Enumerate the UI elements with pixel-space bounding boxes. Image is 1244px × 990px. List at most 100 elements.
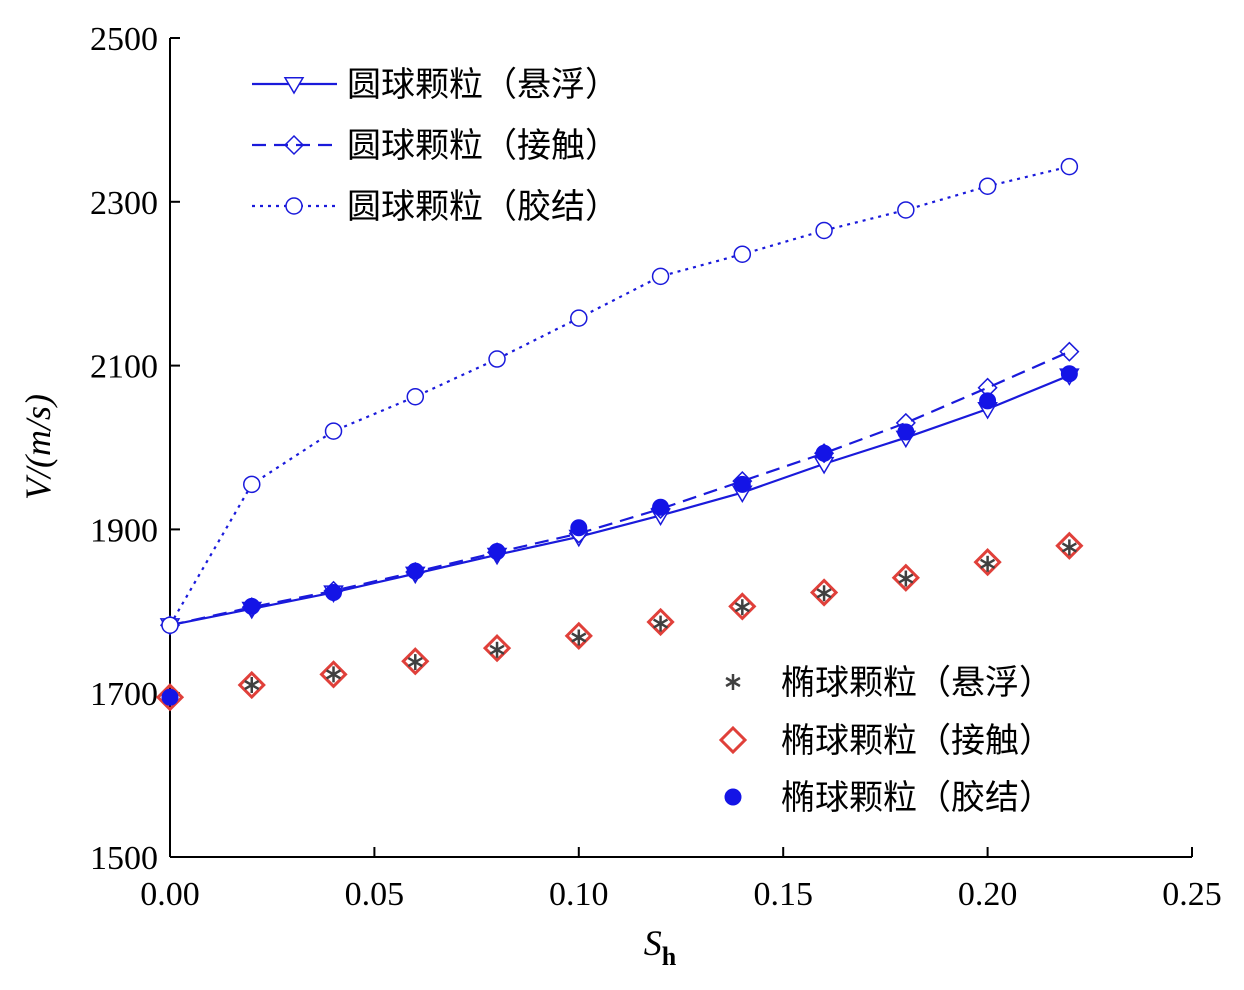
data-point	[482, 634, 512, 663]
data-point	[651, 267, 670, 286]
data-point	[244, 677, 260, 694]
x-tick-label: 0.05	[345, 876, 405, 913]
data-point	[897, 201, 915, 219]
y-axis-title-var: V	[18, 474, 58, 500]
y-tick-label: 1700	[90, 676, 158, 713]
data-point	[243, 597, 261, 615]
data-point	[1059, 341, 1080, 362]
x-axis-title-subscript: h	[662, 942, 677, 971]
data-point	[815, 444, 833, 462]
y-tick-label: 2100	[90, 349, 158, 386]
data-point	[653, 615, 669, 632]
x-tick-label: 0.00	[140, 876, 200, 913]
data-point	[733, 475, 751, 493]
legend-entry: 圆球颗粒（胶结）	[252, 187, 619, 227]
x-axis-title: Sh	[644, 923, 677, 971]
legend-marker	[725, 674, 741, 690]
data-point	[161, 688, 179, 706]
legend-marker	[724, 788, 742, 806]
legend-marker	[283, 76, 305, 95]
data-point	[978, 177, 997, 195]
legend-marker	[285, 197, 303, 215]
data-point	[979, 392, 997, 410]
data-point	[809, 578, 839, 607]
x-tick-label: 0.10	[549, 876, 609, 913]
asterisk-stroke	[325, 669, 342, 680]
axes: 0.00 0.05 0.10 0.15 0.20 0.25 1500 1700 1900 210…	[90, 21, 1222, 913]
series-3	[161, 157, 1079, 634]
data-point	[325, 666, 342, 683]
series-line	[169, 374, 1070, 627]
data-point	[898, 570, 914, 587]
data-point	[488, 350, 506, 368]
x-ticks: 0.00 0.05 0.10 0.15 0.20 0.25	[140, 847, 1222, 913]
asterisk-stroke	[1061, 542, 1077, 553]
legend-entry: 椭球颗粒（胶结）	[724, 778, 1053, 818]
legend-label: 圆球颗粒（胶结）	[347, 187, 619, 227]
data-point	[237, 670, 266, 700]
data-point	[407, 654, 423, 671]
data-point	[155, 683, 185, 712]
data-point	[980, 555, 996, 572]
data-point	[571, 629, 587, 646]
data-point	[488, 543, 506, 561]
y-tick-label: 2300	[90, 185, 158, 222]
data-point	[1061, 539, 1077, 556]
data-point	[325, 583, 343, 601]
asterisk-stroke	[980, 558, 996, 569]
x-tick-label: 0.20	[958, 876, 1018, 913]
legend-entry: 椭球颗粒（悬浮）	[725, 663, 1053, 703]
asterisk-stroke	[489, 644, 505, 655]
x-axis-title-main: S	[644, 923, 662, 963]
series-line	[169, 350, 1070, 627]
legend-label: 椭球颗粒（接触）	[781, 721, 1053, 761]
series-5	[155, 531, 1084, 712]
asterisk-stroke	[571, 632, 587, 643]
asterisk-stroke	[653, 618, 669, 629]
y-axis-title: V/(m/s)	[18, 394, 58, 500]
data-point	[570, 309, 588, 327]
data-point	[897, 423, 915, 441]
data-point	[1060, 365, 1078, 383]
y-tick-label: 2500	[90, 21, 158, 58]
data-point	[973, 548, 1002, 577]
series-4	[162, 539, 1077, 706]
data-point	[489, 641, 505, 658]
asterisk-stroke	[816, 588, 832, 599]
legend-marker	[283, 134, 305, 156]
legend-label: 圆球颗粒（悬浮）	[347, 65, 619, 105]
asterisk-stroke	[725, 676, 741, 688]
y-ticks: 1500 1700 1900 2100 2300 2500	[90, 21, 180, 877]
data-point	[734, 599, 750, 616]
data-point	[1060, 157, 1079, 176]
asterisk-stroke	[898, 573, 914, 584]
data-point	[564, 621, 593, 650]
y-tick-label: 1900	[90, 512, 158, 549]
series-2	[159, 341, 1080, 636]
x-tick-label: 0.15	[753, 876, 813, 913]
legend-label: 椭球颗粒（胶结）	[781, 778, 1053, 818]
data-point	[891, 563, 920, 592]
series-layer	[155, 157, 1084, 712]
x-tick-label: 0.25	[1162, 876, 1222, 913]
data-point	[816, 585, 832, 602]
asterisk-stroke	[734, 602, 750, 613]
legend-entry: 圆球颗粒（悬浮）	[252, 65, 619, 105]
y-axis-title-unit: /(m/s)	[18, 394, 58, 480]
y-tick-label: 1500	[90, 840, 158, 877]
data-point	[1055, 531, 1084, 560]
data-point	[406, 562, 424, 580]
series-line	[169, 165, 1070, 626]
data-point	[733, 245, 752, 263]
legend-entry: 椭球颗粒（接触）	[718, 721, 1053, 761]
asterisk-stroke	[244, 679, 260, 691]
data-point	[652, 498, 670, 516]
data-point	[815, 221, 833, 240]
data-point	[319, 660, 348, 689]
data-point	[243, 475, 261, 494]
data-point	[324, 422, 343, 440]
legend-top-left: 圆球颗粒（悬浮） 圆球颗粒（接触） 圆球颗粒（胶结）	[252, 65, 619, 227]
data-point	[570, 519, 588, 537]
asterisk-stroke	[407, 656, 423, 668]
